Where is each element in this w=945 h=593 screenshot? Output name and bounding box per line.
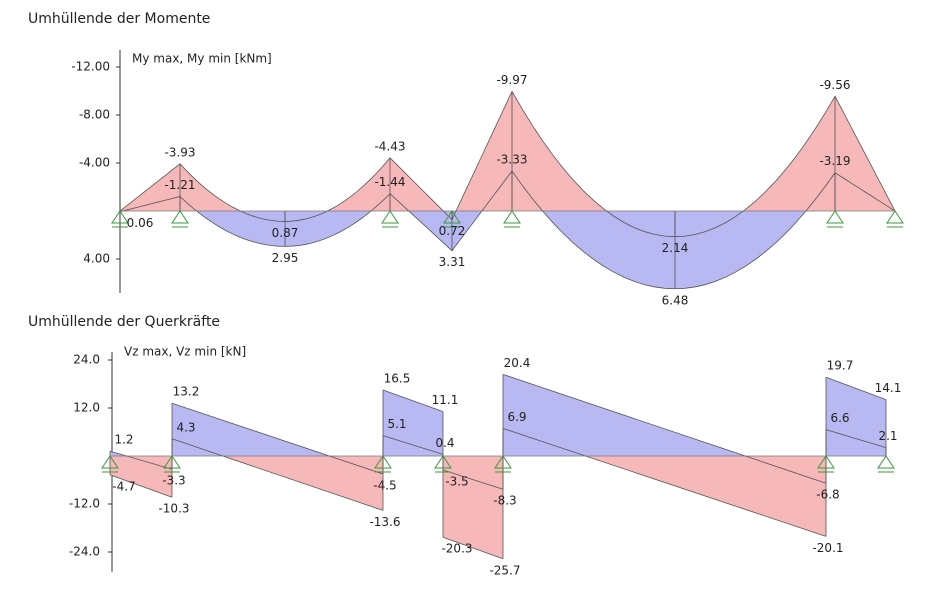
value-label: -8.3 bbox=[493, 494, 516, 508]
support bbox=[817, 455, 835, 473]
value-label: 0.4 bbox=[435, 436, 454, 450]
support bbox=[163, 455, 181, 473]
value-label: 0.06 bbox=[127, 216, 154, 230]
support bbox=[443, 210, 461, 228]
min-line bbox=[171, 438, 384, 511]
value-label: 3.31 bbox=[439, 255, 466, 269]
value-label: -1.21 bbox=[164, 178, 195, 192]
support bbox=[101, 455, 119, 473]
min-area bbox=[443, 456, 503, 559]
value-label: 0.72 bbox=[439, 224, 466, 238]
y-tick-label: 12.0 bbox=[73, 401, 100, 415]
min-line bbox=[109, 474, 173, 498]
min-line bbox=[502, 428, 827, 537]
value-label: -1.44 bbox=[374, 175, 405, 189]
value-label: -4.5 bbox=[373, 479, 396, 493]
min-line bbox=[825, 429, 887, 448]
support bbox=[877, 455, 895, 473]
support bbox=[826, 210, 844, 228]
max-line bbox=[109, 450, 173, 470]
value-label: 6.6 bbox=[830, 411, 849, 425]
value-label: -3.93 bbox=[164, 145, 195, 159]
value-label: 0.87 bbox=[272, 226, 299, 240]
max-area bbox=[110, 451, 172, 456]
max-line bbox=[502, 374, 827, 484]
value-label: 1.2 bbox=[114, 433, 133, 447]
value-label: -4.7 bbox=[112, 479, 135, 493]
y-tick-label: 4.00 bbox=[83, 252, 110, 266]
value-label: -3.19 bbox=[819, 154, 850, 168]
value-label: 14.1 bbox=[875, 381, 902, 395]
support bbox=[886, 210, 904, 228]
lines bbox=[111, 90, 904, 290]
value-label: -3.33 bbox=[496, 153, 527, 167]
support bbox=[503, 210, 521, 228]
support bbox=[381, 210, 399, 228]
max-area bbox=[120, 211, 895, 289]
value-label: -9.56 bbox=[819, 78, 850, 92]
min-line bbox=[442, 536, 504, 560]
value-label: -4.43 bbox=[374, 139, 405, 153]
value-label: -3.3 bbox=[162, 474, 185, 488]
value-label: 16.5 bbox=[384, 372, 411, 386]
y-tick-label: -12.0 bbox=[69, 497, 100, 511]
max-area bbox=[826, 377, 886, 456]
y-tick-label: -24.0 bbox=[69, 545, 100, 559]
support bbox=[374, 455, 392, 473]
value-label: 19.7 bbox=[827, 359, 854, 373]
value-label: -20.1 bbox=[812, 541, 843, 555]
chart-title: Umhüllende der Querkräfte bbox=[28, 314, 220, 330]
value-label: 2.1 bbox=[878, 429, 897, 443]
fills bbox=[120, 91, 895, 289]
value-label: 5.1 bbox=[387, 417, 406, 431]
max-area bbox=[172, 403, 383, 456]
min-area bbox=[503, 456, 826, 537]
min-area bbox=[110, 456, 172, 498]
value-label: 13.2 bbox=[173, 385, 200, 399]
lines bbox=[101, 374, 895, 560]
value-label: -13.6 bbox=[369, 515, 400, 529]
min-area bbox=[120, 91, 895, 211]
max-line bbox=[442, 469, 504, 490]
support bbox=[434, 455, 452, 473]
axis-label: Vz max, Vz min [kN] bbox=[124, 345, 246, 359]
support bbox=[111, 210, 129, 228]
value-label: 2.14 bbox=[662, 241, 689, 255]
fills bbox=[110, 374, 886, 559]
value-label: 6.48 bbox=[662, 293, 689, 307]
max-line bbox=[825, 376, 887, 400]
max-line bbox=[171, 402, 384, 475]
min-line bbox=[382, 435, 444, 455]
labels: 0.06 -1.21 2.95 -1.44 3.31 -3.33 6.48 -3.19 -3.9… bbox=[127, 73, 851, 307]
value-label: 6.9 bbox=[507, 410, 526, 424]
max-area bbox=[503, 374, 826, 456]
support bbox=[171, 210, 189, 228]
support bbox=[494, 455, 512, 473]
value-label: -6.8 bbox=[816, 488, 839, 502]
value-label: -20.3 bbox=[441, 542, 472, 556]
value-label: 4.3 bbox=[176, 420, 195, 434]
max-line bbox=[382, 389, 444, 412]
value-label: -9.97 bbox=[496, 73, 527, 87]
y-tick-label: -12.00 bbox=[71, 60, 110, 74]
value-label: 11.1 bbox=[432, 393, 459, 407]
value-label: 20.4 bbox=[504, 356, 531, 370]
value-label: 2.95 bbox=[272, 251, 299, 265]
value-label: -25.7 bbox=[489, 563, 520, 577]
labels: 1.2 -3.3 13.2 -4.5 16.5 11.1 -3.5 -8.3 20.4 -6.8 1… bbox=[112, 356, 901, 577]
value-label: -10.3 bbox=[158, 502, 189, 516]
min-area bbox=[172, 456, 383, 511]
y-tick-label: -4.00 bbox=[79, 156, 110, 170]
value-label: -3.5 bbox=[445, 475, 468, 489]
y-tick-label: 24.0 bbox=[73, 353, 100, 367]
axis-label: My max, My min [kNm] bbox=[132, 52, 272, 66]
y-tick-label: -8.00 bbox=[79, 108, 110, 122]
chart-title: Umhüllende der Momente bbox=[28, 11, 210, 27]
